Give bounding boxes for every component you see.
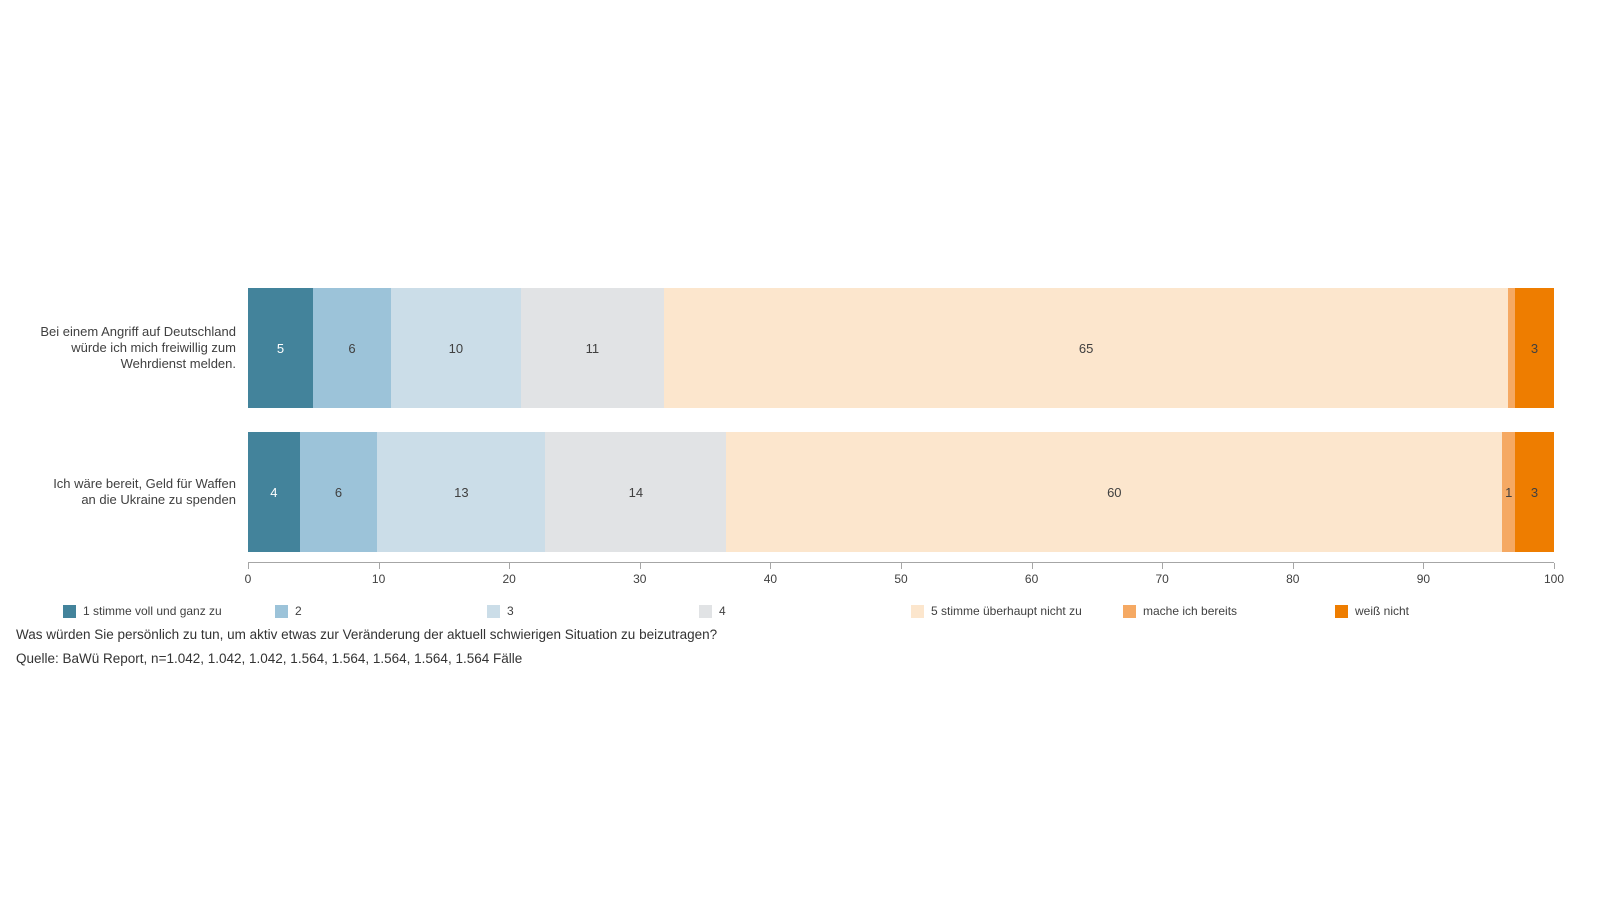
x-tick-label: 10 [371,572,386,586]
x-tick-label: 30 [633,572,647,586]
bar-segment: 10 [390,288,521,408]
x-tick-label: 90 [1416,572,1431,586]
x-tick-label: 40 [763,572,778,586]
x-tick [248,563,249,569]
legend-label: mache ich bereits [1143,604,1238,618]
bar-segment-label: 14 [628,484,644,500]
legend: 1 stimme voll und ganz zu 2 3 4 5 stimme übe… [63,603,1547,619]
x-tick-label: 80 [1286,572,1300,586]
category-label-spenden: Ich wäre bereit, Geld für Waffen an die … [53,476,236,507]
bar-segment-label: 60 [1107,484,1122,500]
bar-segment-label: 65 [1078,340,1094,356]
x-tick [901,563,902,569]
legend-label: 5 stimme überhaupt nicht zu [931,604,1082,618]
x-tick [1292,563,1294,569]
x-tick [1554,563,1555,569]
bar-segment-label: 3 [1530,340,1539,356]
bar-segment-label: 10 [448,340,464,356]
legend-item: 5 stimme überhaupt nicht zu [911,603,1123,619]
bar-segment: 11 [520,288,664,408]
x-tick-label: 100 [1543,572,1565,586]
bar-segment: 4 [248,432,300,552]
bar-segment: 3 [1514,288,1554,408]
legend-swatch [487,604,500,618]
x-tick [509,563,511,569]
legend-swatch [1123,604,1136,618]
bar-segment-label: 13 [454,484,469,500]
legend-label: 3 [507,604,514,618]
bar-segment: 6 [299,432,378,552]
footnote-question: Was würden Sie persönlich zu tun, um akt… [16,627,718,642]
x-tick-label: 60 [1024,572,1039,586]
x-tick-label: 70 [1155,572,1169,586]
bar-row: 4 6 13 14 60 1 3 [248,432,1554,552]
legend-label: 4 [719,604,726,618]
legend-item: 3 [487,603,699,619]
category-label-wehrdienst: Bei einem Angriff auf Deutschland würde … [40,324,236,371]
legend-swatch [63,604,76,618]
bar-segment-label: 3 [1530,484,1539,500]
bar-segment-label: 11 [585,340,600,356]
bar-row: 5 6 10 11 65 3 [248,288,1554,408]
footnote-source: Quelle: BaWü Report, n=1.042, 1.042, 1.0… [16,651,523,666]
bar-segment-label: 6 [334,484,343,500]
bar-segment-label: 1 [1505,484,1513,500]
bar-segment-label: 6 [348,340,356,356]
x-tick [378,563,380,569]
x-axis: 0 10 20 30 40 50 60 70 80 90 100 [245,562,1564,586]
bar-segment-label: 5 [276,340,285,356]
bar-segment: 60 [726,432,1503,552]
x-tick [639,563,641,569]
legend-swatch [1335,604,1348,618]
x-tick [1423,563,1425,569]
legend-item: mache ich bereits [1123,603,1335,619]
plot-area: 5 6 10 11 65 3 4 6 13 14 60 1 3 0 10 20 30 40 50 60 70 80 90… [245,0,1564,900]
bar-segment-label: 4 [270,484,278,500]
bar-segment: 6 [312,288,391,408]
x-tick-label: 50 [894,572,908,586]
x-tick [1031,563,1033,569]
bar-segment [1508,288,1515,408]
x-tick [770,563,772,569]
legend-label: 1 stimme voll und ganz zu [83,604,222,618]
legend-swatch [699,604,712,618]
x-tick-label: 20 [502,572,516,586]
legend-label: weiß nicht [1355,604,1410,618]
bar-segment: 3 [1515,432,1554,552]
legend-label: 2 [295,604,302,618]
x-tick [1162,563,1164,569]
x-tick-label: 0 [244,572,252,586]
bar-segment: 1 [1502,432,1516,552]
bar-segment: 5 [248,288,313,408]
bar-segment: 65 [663,288,1509,408]
legend-swatch [911,604,924,618]
legend-item: weiß nicht [1335,603,1547,619]
bar-segment: 13 [377,432,546,552]
bar-segment: 14 [545,432,727,552]
legend-item: 2 [275,603,487,619]
legend-swatch [275,604,288,618]
legend-item: 1 stimme voll und ganz zu [63,603,275,619]
legend-item: 4 [699,603,911,619]
